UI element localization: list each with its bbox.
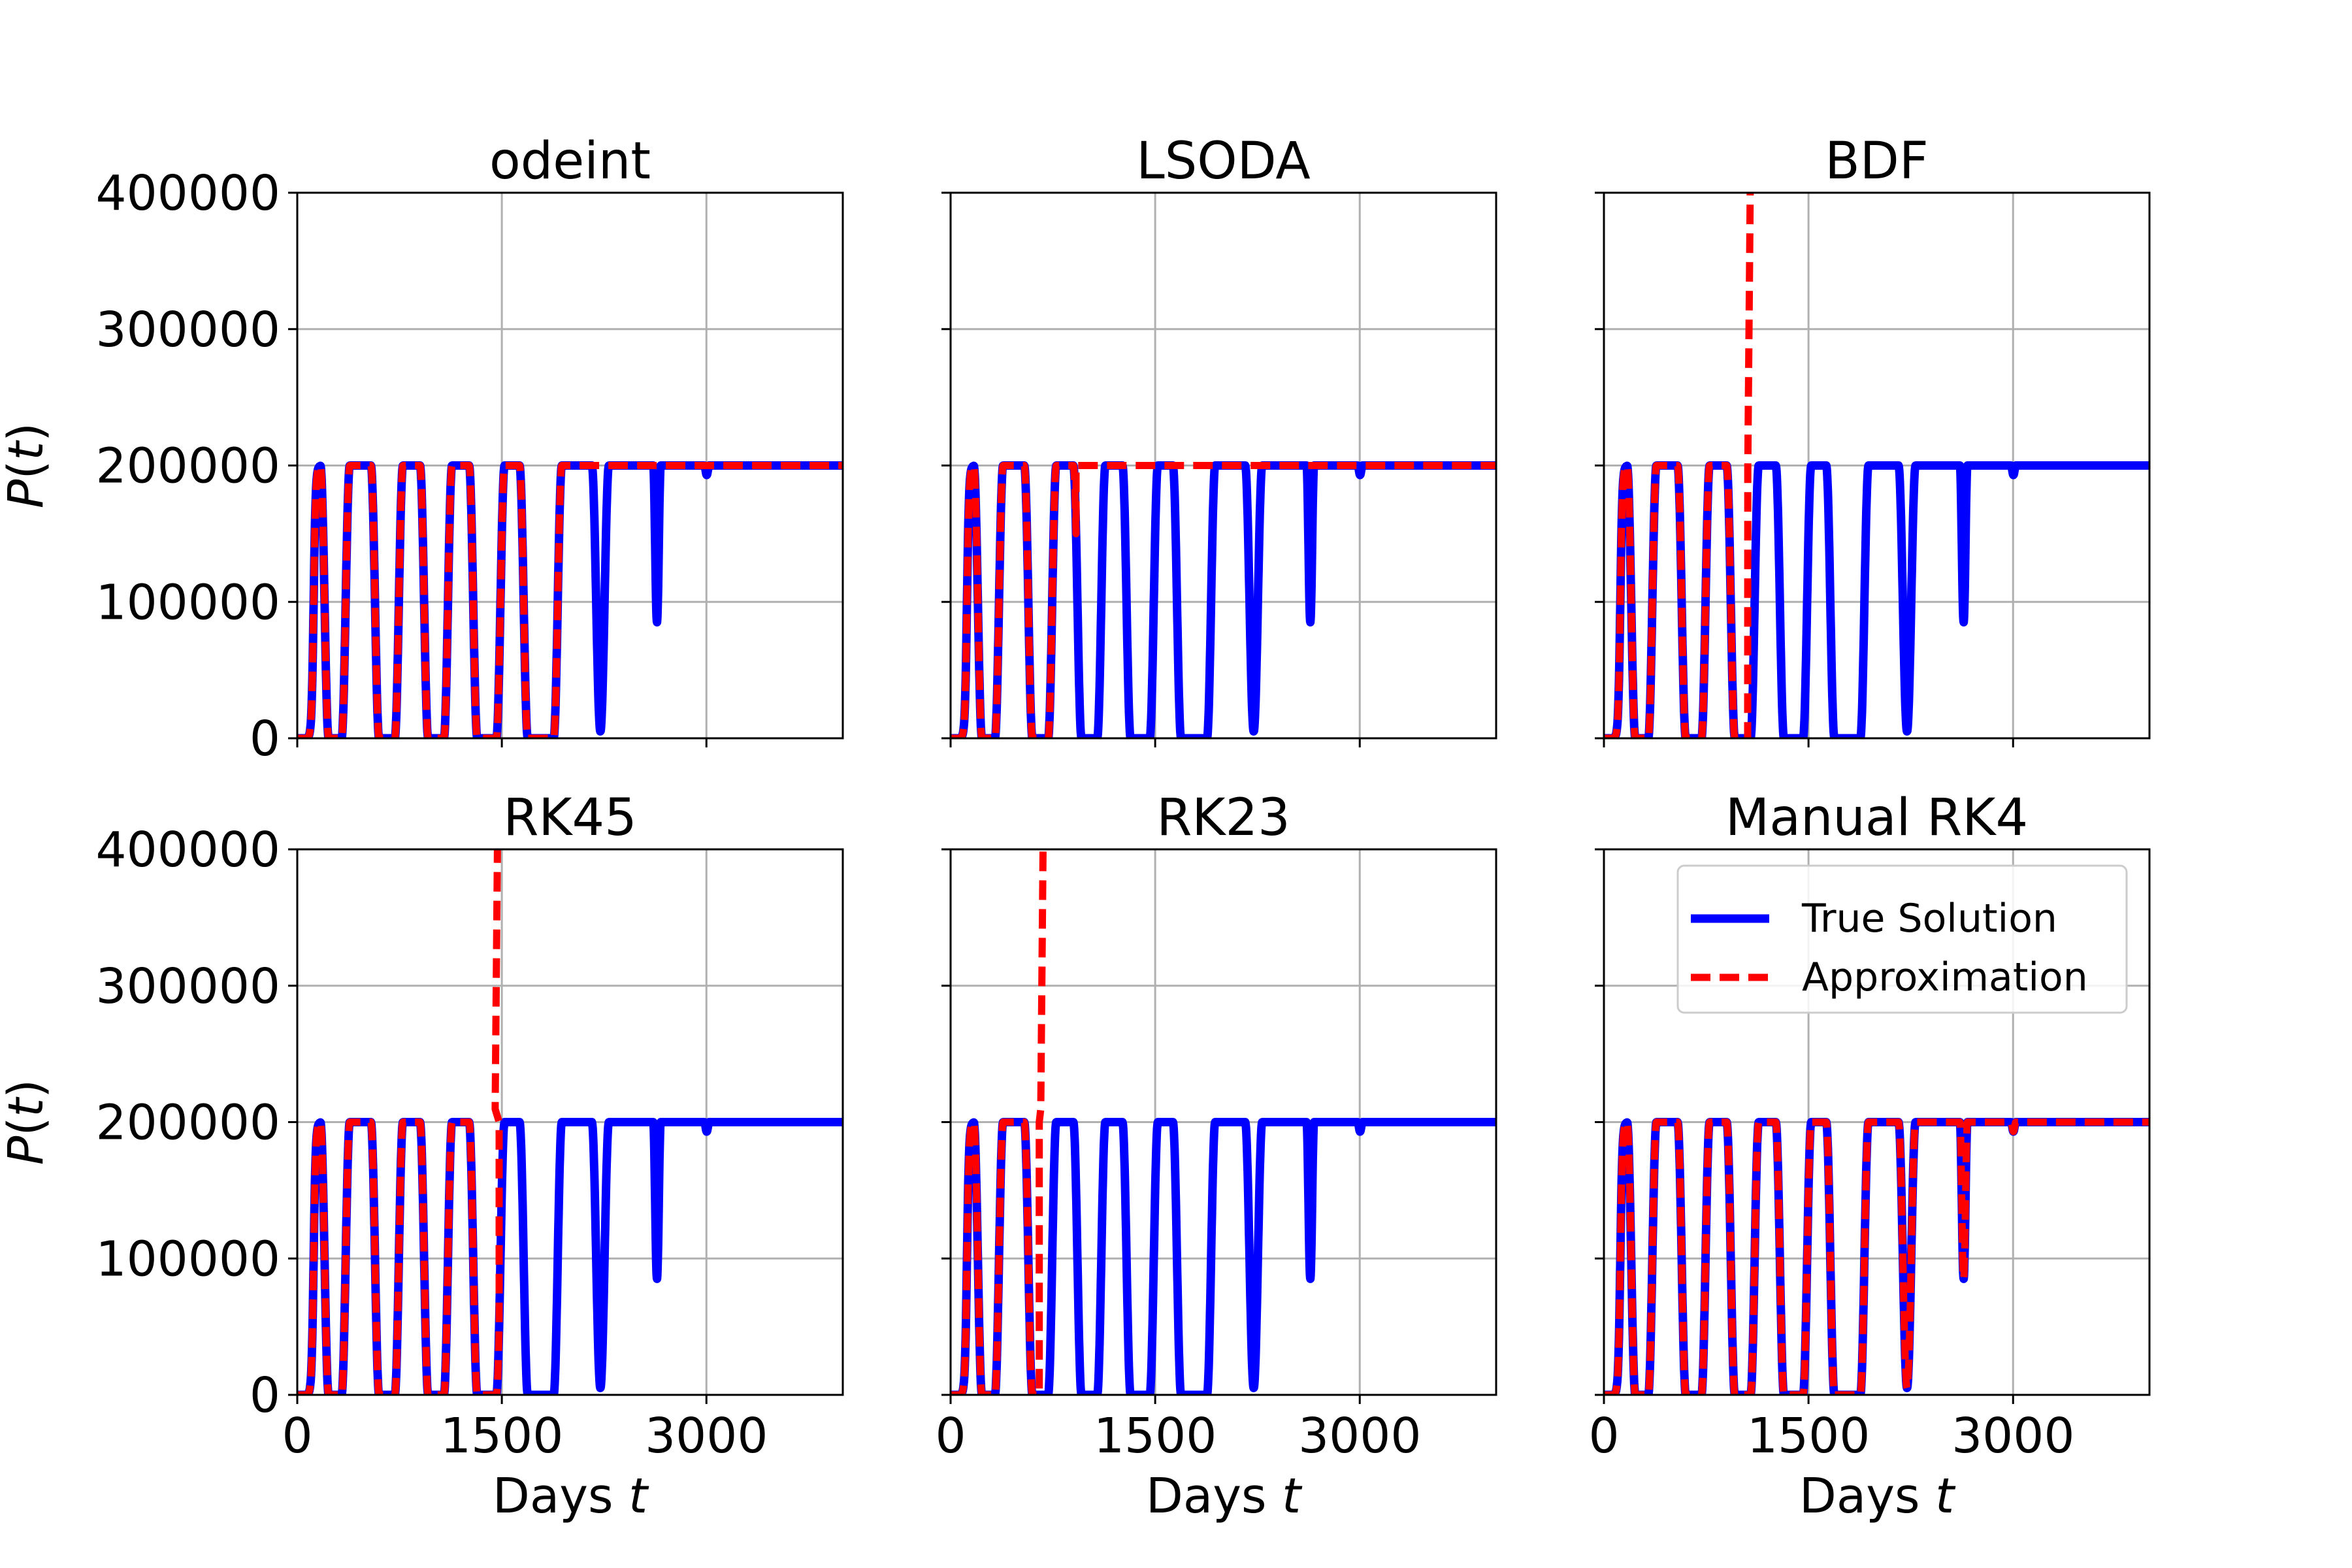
subplot-bdf: BDF <box>1595 132 2151 747</box>
y-tick-label: 200000 <box>96 438 281 495</box>
subplot-title: RK45 <box>503 789 637 847</box>
legend: True Solution Approximation <box>1676 864 2128 1014</box>
series-approximation <box>951 849 1047 1395</box>
y-tick-label: 0 <box>250 711 280 767</box>
y-tick-label: 100000 <box>96 574 281 630</box>
subplot-title: odeint <box>489 132 651 191</box>
series-approximation <box>951 462 1496 738</box>
x-axis-label: Days t <box>1146 1468 1303 1524</box>
y-tick-label: 400000 <box>96 165 281 221</box>
series-true-solution <box>951 1118 1496 1395</box>
x-tick-label: 3000 <box>1298 1408 1421 1464</box>
legend-label-true-solution: True Solution <box>1801 896 2057 941</box>
y-tick-label: 400000 <box>96 822 281 878</box>
x-tick-label: 0 <box>935 1408 966 1464</box>
series-true-solution <box>1604 461 2149 738</box>
x-axis-label: Days t <box>1799 1468 1956 1524</box>
y-tick-label: 300000 <box>96 958 281 1015</box>
x-tick-label: 3000 <box>1952 1408 2074 1464</box>
subplot-title: Manual RK4 <box>1725 789 2028 847</box>
y-tick-label: 300000 <box>96 302 281 358</box>
y-tick-label: 100000 <box>96 1231 281 1287</box>
x-axis-label: Days t <box>493 1468 649 1524</box>
series-true-solution <box>297 1118 843 1395</box>
series-approximation <box>1604 1119 2149 1395</box>
series-approximation <box>1604 193 1754 738</box>
x-tick-label: 0 <box>282 1408 312 1464</box>
x-tick-label: 0 <box>1588 1408 1619 1464</box>
y-axis-label: P(t) <box>0 423 54 508</box>
legend-box <box>1676 864 2128 1014</box>
x-tick-label: 1500 <box>1747 1408 1870 1464</box>
series-approximation <box>297 462 843 738</box>
subplot-rk45: RK45 0 100000 200000 300000 400000 0 1500 3000 P(… <box>0 789 844 1524</box>
legend-label-approximation: Approximation <box>1802 955 2088 1000</box>
series-approximation <box>297 849 503 1395</box>
x-tick-label: 3000 <box>645 1408 768 1464</box>
subplot-title: BDF <box>1825 132 1928 191</box>
x-tick-label: 1500 <box>1094 1408 1217 1464</box>
subplot-odeint: odeint 0 100000 200000 300000 400000 P(t) <box>0 132 844 767</box>
y-tick-label: 200000 <box>96 1095 281 1151</box>
x-tick-label: 1500 <box>440 1408 563 1464</box>
subplot-title: RK23 <box>1156 789 1290 847</box>
y-axis-label: P(t) <box>0 1079 54 1165</box>
subplot-lsoda: LSODA <box>941 132 1497 747</box>
subplot-title: LSODA <box>1136 132 1310 191</box>
y-tick-label: 0 <box>250 1367 280 1424</box>
